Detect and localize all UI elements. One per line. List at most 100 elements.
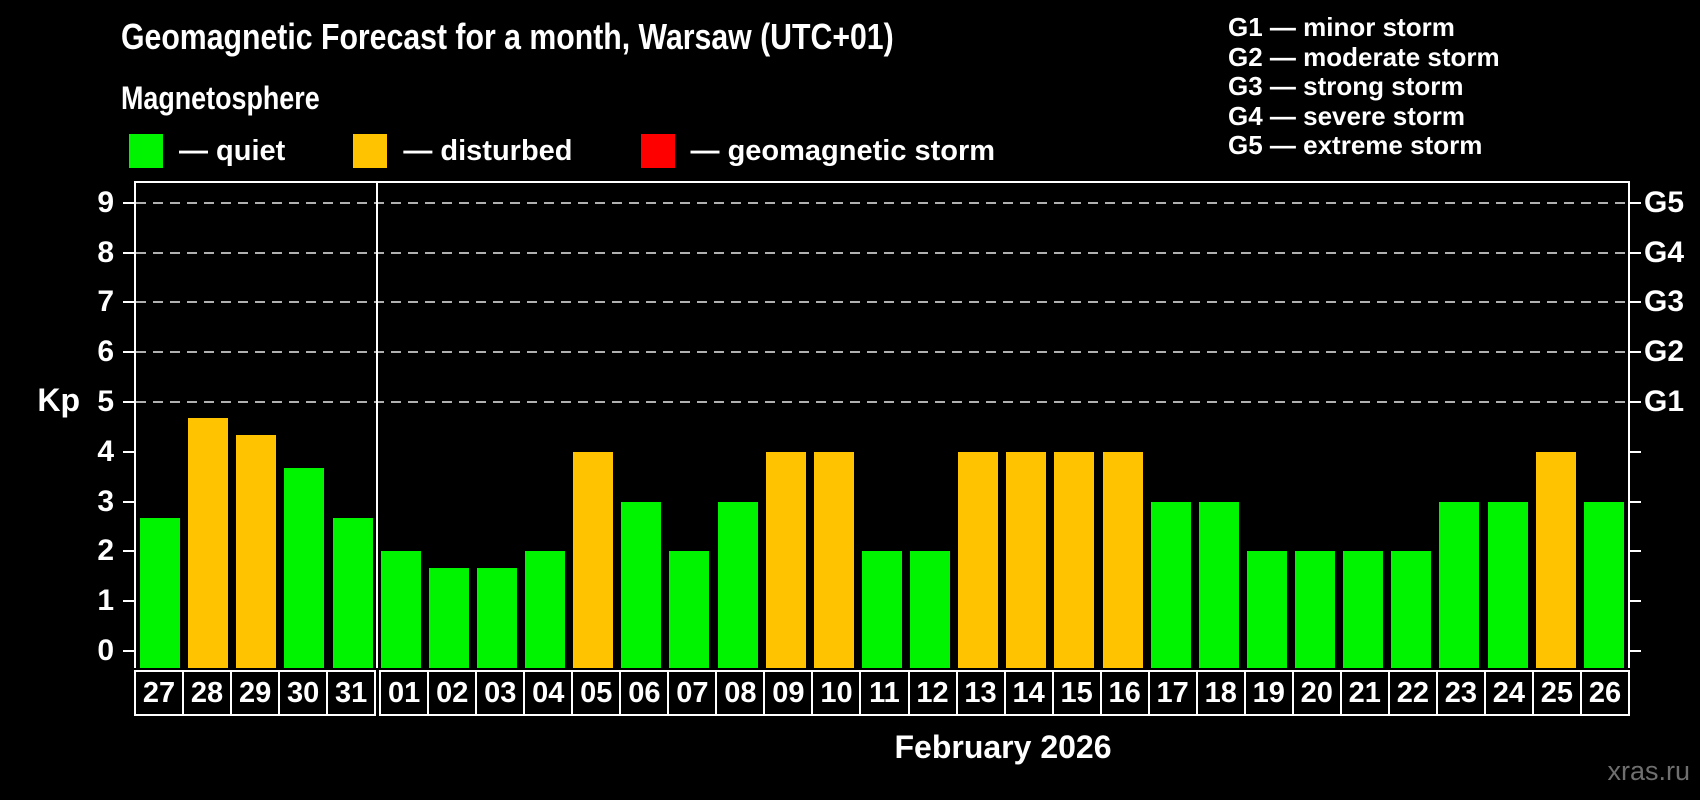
legend-item-storm: — geomagnetic storm — [640, 134, 996, 168]
g-legend-line-3: G3 — strong storm — [1228, 71, 1464, 101]
g-legend-line-5: G5 — extreme storm — [1228, 130, 1483, 160]
day-label-26: 26 — [1579, 670, 1630, 716]
bar-day-19 — [1246, 551, 1287, 668]
day-label-29: 29 — [230, 670, 281, 716]
right-tick-label-G4: G4 — [1644, 235, 1685, 269]
bar-slot-31 — [329, 183, 377, 668]
day-label-01: 01 — [379, 670, 430, 716]
bar-day-30 — [284, 468, 325, 668]
gridline-kp-7 — [136, 301, 1628, 304]
day-label-25: 25 — [1531, 670, 1582, 716]
bar-day-17 — [1150, 501, 1191, 668]
g-storm-scale-legend: G1 — minor storm G2 — moderate storm G3 — … — [1228, 12, 1500, 161]
day-label-02: 02 — [427, 670, 478, 716]
left-tick-kp-9 — [123, 201, 134, 204]
bar-day-14 — [1006, 451, 1047, 668]
bar-slot-21 — [1339, 183, 1387, 668]
bar-slot-16 — [1099, 183, 1147, 668]
left-tick-kp-0 — [123, 650, 134, 652]
right-tick-label-G1: G1 — [1644, 385, 1685, 418]
kp-level-legend: — quiet — disturbed — geomagnetic storm — [129, 134, 995, 168]
bar-day-02 — [428, 567, 469, 668]
bar-day-12 — [910, 551, 951, 668]
day-label-30: 30 — [278, 670, 329, 716]
day-label-18: 18 — [1195, 670, 1246, 716]
legend-item-quiet: — quiet — [129, 134, 285, 168]
y-tick-label-9: 9 — [97, 185, 114, 219]
bar-day-15 — [1054, 451, 1095, 668]
y-tick-label-2: 2 — [97, 534, 114, 568]
y-tick-label-0: 0 — [97, 634, 114, 667]
bar-slot-25 — [1532, 183, 1580, 668]
bar-day-28 — [188, 418, 229, 668]
chart-title: Geomagnetic Forecast for a month, Warsaw… — [121, 16, 894, 57]
day-label-19: 19 — [1243, 670, 1294, 716]
bar-day-07 — [669, 551, 710, 668]
bar-slot-10 — [810, 183, 858, 668]
day-label-10: 10 — [811, 670, 862, 716]
bar-day-03 — [476, 567, 517, 668]
bar-slot-03 — [473, 183, 521, 668]
left-tick-kp-4 — [123, 450, 134, 453]
g-legend-line-1: G1 — minor storm — [1228, 12, 1455, 42]
bar-day-01 — [380, 551, 421, 668]
right-tick-label-G5: G5 — [1644, 185, 1685, 219]
disturbed-color-swatch-icon — [353, 134, 388, 168]
bar-day-23 — [1439, 501, 1480, 668]
month-separator-line — [375, 183, 378, 668]
y-axis-title: Kp — [37, 382, 80, 418]
day-label-23: 23 — [1435, 670, 1486, 716]
watermark: xras.ru — [1607, 756, 1690, 786]
day-label-06: 06 — [619, 670, 670, 716]
bar-day-05 — [573, 451, 614, 668]
chart-subtitle: Magnetosphere — [121, 80, 320, 116]
left-tick-kp-6 — [123, 351, 134, 354]
y-tick-label-4: 4 — [97, 434, 114, 468]
bar-day-21 — [1343, 551, 1384, 668]
gridline-kp-6 — [136, 351, 1628, 354]
right-tick-kp-8 — [1630, 251, 1641, 254]
bar-day-18 — [1198, 501, 1239, 668]
bar-slot-12 — [906, 183, 954, 668]
right-tick-kp-1 — [1630, 600, 1641, 603]
bar-slot-23 — [1435, 183, 1483, 668]
bar-slot-28 — [184, 183, 232, 668]
left-tick-kp-1 — [123, 600, 134, 603]
bar-day-26 — [1583, 501, 1624, 668]
bar-day-13 — [958, 451, 999, 668]
bar-slot-06 — [617, 183, 665, 668]
y-tick-label-7: 7 — [97, 285, 114, 319]
bar-slot-11 — [858, 183, 906, 668]
gridline-kp-8 — [136, 251, 1628, 254]
bar-slot-02 — [425, 183, 473, 668]
right-tick-label-G2: G2 — [1644, 335, 1685, 369]
bar-slot-18 — [1195, 183, 1243, 668]
bar-slot-22 — [1387, 183, 1435, 668]
left-tick-kp-8 — [123, 251, 134, 254]
right-tick-kp-4 — [1630, 450, 1641, 453]
legend-item-disturbed: — disturbed — [353, 134, 573, 168]
day-label-11: 11 — [859, 670, 910, 716]
bar-slot-05 — [569, 183, 617, 668]
x-axis-title: February 2026 — [894, 729, 1112, 765]
bar-day-10 — [813, 451, 854, 668]
right-tick-kp-9 — [1630, 201, 1641, 204]
bar-day-06 — [621, 501, 662, 668]
bar-day-16 — [1102, 451, 1143, 668]
day-label-09: 09 — [763, 670, 814, 716]
bar-slot-26 — [1580, 183, 1628, 668]
storm-color-swatch-icon — [640, 134, 675, 168]
bar-slot-14 — [1002, 183, 1050, 668]
y-tick-label-3: 3 — [97, 484, 114, 518]
right-tick-kp-0 — [1630, 650, 1641, 652]
day-label-04: 04 — [523, 670, 574, 716]
legend-label-storm: — geomagnetic storm — [690, 134, 996, 167]
right-tick-kp-6 — [1630, 351, 1641, 354]
quiet-color-swatch-icon — [129, 134, 163, 168]
bar-day-27 — [140, 518, 181, 668]
day-label-15: 15 — [1051, 670, 1102, 716]
day-label-24: 24 — [1483, 670, 1534, 716]
bar-slot-09 — [762, 183, 810, 668]
right-tick-kp-2 — [1630, 550, 1641, 553]
